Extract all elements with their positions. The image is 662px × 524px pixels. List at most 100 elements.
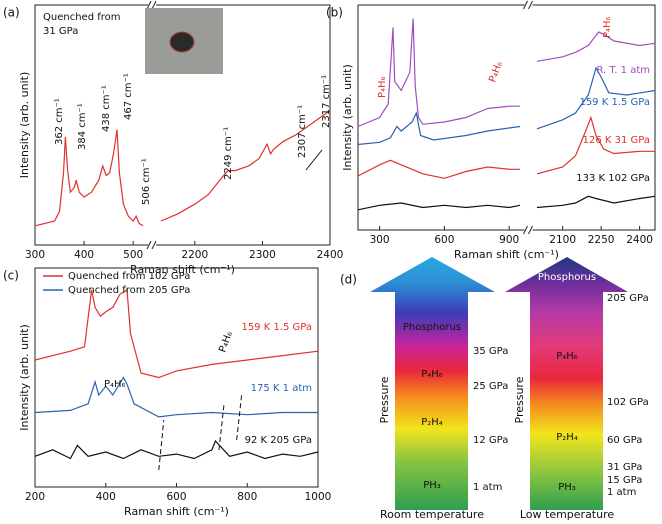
arrow-low (505, 257, 628, 510)
phase-label: Phosphorus (538, 272, 596, 283)
spectrum-line (34, 288, 319, 379)
x-tick-label: 900 (499, 234, 519, 246)
pressure-value: 1 atm (607, 487, 636, 498)
series-label: 126 K 31 GPa (583, 135, 650, 146)
y-axis-label: Intensity (arb. unit) (18, 72, 31, 179)
inset-sample (169, 31, 195, 53)
caption: Low temperature (520, 508, 615, 521)
phase-label: P₂H₄ (421, 417, 443, 428)
axis-break (151, 0, 157, 10)
spectrum-line (160, 110, 331, 222)
panel-label: (b) (326, 6, 343, 20)
pressure-value: 31 GPa (607, 462, 642, 473)
plot-frame (357, 4, 656, 231)
panel-label: (a) (3, 6, 20, 20)
phase-label: Phosphorus (403, 322, 461, 333)
pressure-value: 102 GPa (607, 397, 649, 408)
spectrum-line (536, 115, 655, 175)
annotation: 362 cm⁻¹ (54, 98, 65, 145)
y-axis-label: Intensity (arb. unit) (341, 64, 354, 171)
x-axis-label: Raman shift (cm⁻¹) (124, 505, 229, 518)
pressure-value: 1 atm (473, 482, 502, 493)
caption: Room temperature (380, 508, 484, 521)
pressure-value: 15 GPa (607, 475, 642, 486)
x-tick-label: 2100 (549, 234, 576, 246)
series-label: R. T. 1 atm (596, 65, 650, 76)
panel: (b) Raman shift (cm⁻¹) Intensity (arb. uni… (326, 0, 656, 261)
phase-label: PH₃ (558, 482, 576, 493)
axis-break-gap (524, 227, 533, 233)
axis-break-gap (524, 2, 533, 8)
panel: (c) Raman shift (cm⁻¹) Intensity (arb. uni… (3, 267, 332, 518)
legend-label: Quenched from 102 GPa (68, 271, 190, 282)
inset-text: Quenched from (43, 12, 121, 23)
x-axis-label: Raman shift (cm⁻¹) (454, 248, 559, 261)
spectrum-line (357, 202, 521, 211)
x-tick-label: 2300 (249, 249, 276, 261)
series-label: 159 K 1.5 GPa (579, 97, 650, 108)
x-tick-label: 500 (123, 249, 143, 261)
axis-break-gap (148, 2, 156, 8)
pressure-value: 60 GPa (607, 435, 642, 446)
axis-break (146, 0, 152, 10)
x-tick-label: 400 (74, 249, 94, 261)
x-tick-label: 300 (370, 234, 390, 246)
x-tick-label: 2400 (626, 234, 653, 246)
plot-frame (34, 4, 331, 246)
x-axis-label: Raman shift (cm⁻¹) (130, 263, 235, 276)
pressure-value: 12 GPa (473, 435, 508, 446)
guide-line (236, 394, 243, 441)
spectrum-line (357, 111, 521, 146)
x-tick-label: 1000 (305, 491, 332, 503)
phase-label: P₄H₆ (421, 369, 443, 380)
annotation: 2317 cm⁻¹ (321, 75, 332, 128)
x-tick-label: 800 (237, 491, 257, 503)
inset-text: 31 GPa (43, 26, 78, 37)
spectrum-line (34, 376, 318, 418)
axis-break-gap (148, 242, 156, 248)
axis-break (146, 240, 152, 250)
annotation: 506 cm⁻¹ (141, 158, 152, 205)
spectrum-line (536, 195, 656, 209)
x-tick-label: 600 (434, 234, 454, 246)
panel-label: (d) (340, 273, 357, 287)
guide-line (218, 404, 225, 451)
panel-label: (c) (3, 269, 19, 283)
axis-break (151, 240, 157, 250)
annotation: P₄H₆ (602, 16, 613, 38)
annotation: P₄H₆ (217, 330, 235, 354)
x-tick-label: 2250 (588, 234, 615, 246)
phase-label: PH₃ (423, 480, 441, 491)
axis-break (528, 225, 533, 235)
legend-label: Quenched from 205 GPa (68, 285, 190, 296)
pressure-label: Pressure (378, 376, 391, 423)
arrow-room (370, 257, 495, 510)
phase-label: P₄H₆ (556, 351, 578, 362)
guide-line (158, 419, 165, 471)
annotation: 467 cm⁻¹ (123, 73, 134, 120)
series-label: 159 K 1.5 GPa (241, 322, 312, 333)
x-tick-label: 300 (25, 249, 45, 261)
series-label: 92 K 205 GPa (245, 435, 312, 446)
annotation: 438 cm⁻¹ (101, 85, 112, 132)
pressure-value: 205 GPa (607, 293, 649, 304)
x-tick-label: 600 (166, 491, 186, 503)
annotation: P₄H₆ (377, 76, 388, 98)
pressure-value: 25 GPa (473, 381, 508, 392)
annotation: 384 cm⁻¹ (77, 103, 88, 150)
spectrum-line (357, 18, 520, 128)
spectrum-line (34, 129, 144, 227)
series-label: 175 K 1 atm (251, 383, 312, 394)
axis-break (523, 225, 528, 235)
annotation: 2307 cm⁻¹ (297, 105, 308, 158)
series-label: 133 K 102 GPa (576, 173, 650, 184)
annotation: 2249 cm⁻¹ (223, 127, 234, 180)
x-tick-label: 2400 (317, 249, 344, 261)
annotation: P₄H₆ (104, 379, 126, 390)
spectrum-line (536, 31, 656, 62)
spectrum-line (357, 159, 520, 179)
spectrum-line (34, 439, 319, 460)
phase-label: P₂H₄ (556, 432, 578, 443)
axis-break (528, 0, 533, 10)
